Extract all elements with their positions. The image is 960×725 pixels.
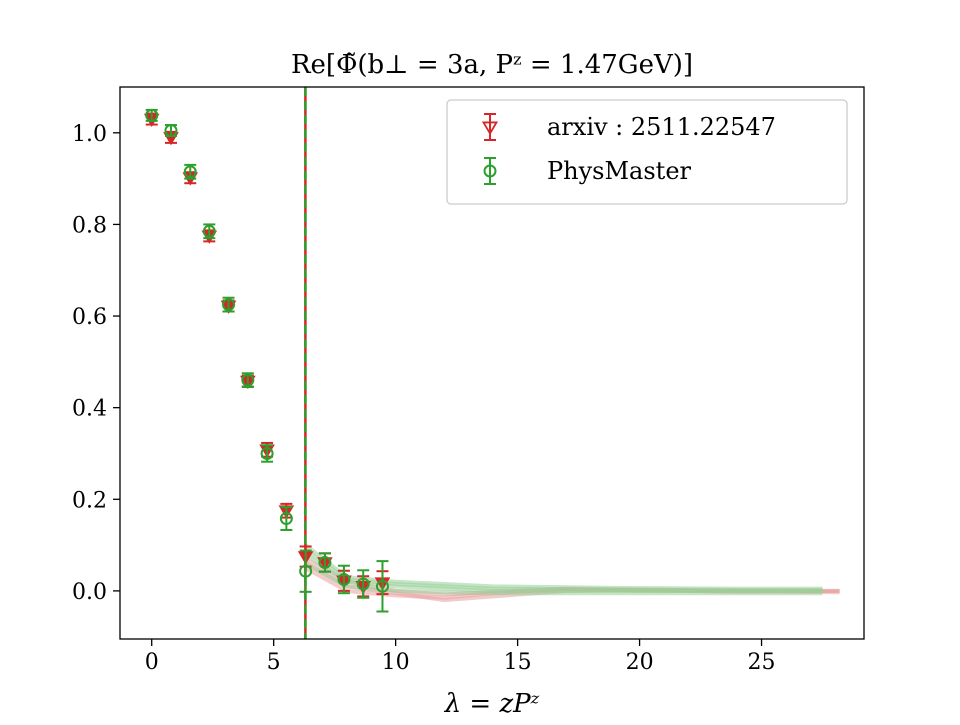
series-1-point-9 xyxy=(318,555,332,569)
x-tick-label-5: 25 xyxy=(748,650,776,675)
legend-marker-0 xyxy=(481,121,499,136)
plot-frame xyxy=(119,86,865,640)
chart-title: Re[Φ̃(b⊥ = 3a, Pᶻ = 1.47GeV)] xyxy=(291,50,693,80)
legend-box xyxy=(446,99,848,205)
y-tick-label-5: 1.0 xyxy=(72,122,107,147)
x-tick-label-2: 10 xyxy=(382,650,410,675)
series-1 xyxy=(145,108,389,613)
series-1-point-2 xyxy=(183,165,197,179)
legend-marker-1 xyxy=(483,164,497,178)
y-tick-label-0: 0.0 xyxy=(72,580,107,605)
y-tick-label-2: 0.4 xyxy=(72,397,107,422)
series-1-point-7 xyxy=(279,512,293,526)
legend-label-0: arxiv : 2511.22547 xyxy=(547,113,776,141)
legend-label-1: PhysMaster xyxy=(547,157,692,185)
series-1-point-6 xyxy=(260,446,274,460)
legend: arxiv : 2511.22547 PhysMaster xyxy=(446,99,848,205)
x-tick-label-0: 0 xyxy=(145,650,159,675)
x-tick-label-1: 5 xyxy=(267,650,281,675)
series-1-point-5 xyxy=(241,373,255,387)
plot-area: 0 5 10 15 20 25 0.0 0.2 0.4 0.6 0.8 1.0 xyxy=(72,86,865,675)
y-tick-label-1: 0.2 xyxy=(72,488,107,513)
series-1-point-12 xyxy=(375,579,389,593)
series-1-point-0 xyxy=(145,108,159,122)
x-tick-label-3: 15 xyxy=(504,650,532,675)
series-1-point-4 xyxy=(222,298,236,312)
y-tick-label-3: 0.6 xyxy=(72,305,107,330)
series-1-point-3 xyxy=(202,224,216,238)
x-axis-label: λ = zPᶻ xyxy=(444,689,540,719)
plot-clipped-group xyxy=(143,87,840,639)
series-1-point-1 xyxy=(164,124,178,138)
series-1-point-8 xyxy=(299,564,313,578)
series-1-point-10 xyxy=(337,572,351,586)
series-1-point-11 xyxy=(356,577,370,591)
y-tick-label-4: 0.8 xyxy=(72,213,107,238)
x-tick-label-4: 20 xyxy=(626,650,654,675)
